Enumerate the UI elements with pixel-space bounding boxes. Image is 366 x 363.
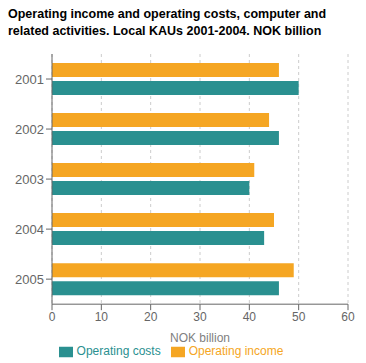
html-text:Operating income and operating: Operating income and operating costs, co… xyxy=(8,7,327,21)
svg-text:0: 0 xyxy=(49,310,56,324)
svg-text:2003: 2003 xyxy=(15,172,44,187)
html-text:Operating costs: Operating costs xyxy=(76,344,161,359)
svg-text:2005: 2005 xyxy=(15,272,44,287)
html-text:Operating income: Operating income xyxy=(188,344,284,359)
svg-text:2002: 2002 xyxy=(15,122,44,137)
svg-text:50: 50 xyxy=(292,310,306,324)
svg-text:30: 30 xyxy=(193,310,207,324)
svg-text:10: 10 xyxy=(95,310,109,324)
svg-text:2001: 2001 xyxy=(15,72,44,87)
svg-text:40: 40 xyxy=(243,310,257,324)
svg-text:2004: 2004 xyxy=(15,222,44,237)
html-text:related activities. Local KAUs: related activities. Local KAUs 2001-2004… xyxy=(8,24,322,38)
svg-text:NOK billion: NOK billion xyxy=(170,331,230,345)
svg-text:60: 60 xyxy=(341,310,355,324)
svg-text:20: 20 xyxy=(144,310,158,324)
